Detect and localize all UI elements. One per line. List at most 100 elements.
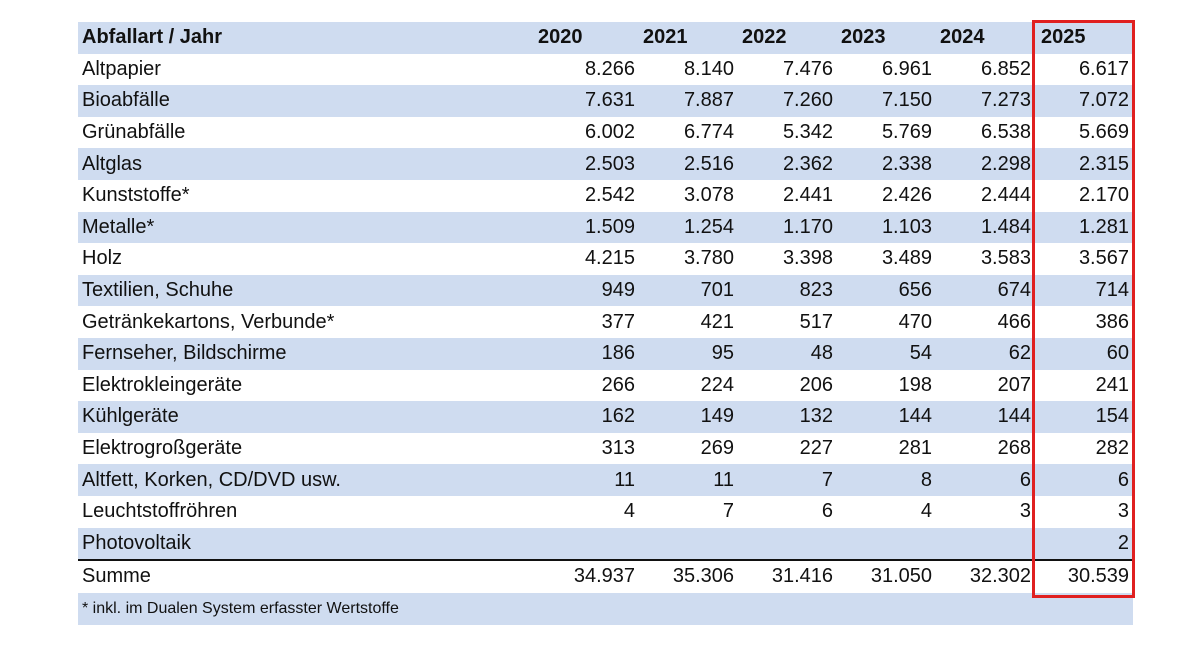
row-label: Getränkekartons, Verbunde* xyxy=(82,310,335,333)
cell-value-2025: 2.170 xyxy=(1078,184,1129,207)
cell-value-2023: 2.338 xyxy=(837,148,936,180)
table-row: Getränkekartons, Verbunde* 377 421 517 470 46… xyxy=(78,306,1133,338)
table-row: Grünabfälle 6.002 6.774 5.342 5.769 6.538 5.66… xyxy=(78,117,1133,149)
cell-value-2022: 48 xyxy=(738,337,837,370)
cell-value-2021: 95 xyxy=(639,337,738,370)
row-label: Holz xyxy=(82,247,123,270)
cell-value-2022: 6 xyxy=(821,500,833,523)
cell-value-2022: 7.260 xyxy=(738,85,837,117)
row-label: Bioabfälle xyxy=(78,85,533,117)
cell-value-2020: 11 xyxy=(533,464,639,496)
waste-table-container: Abfallart / Jahr 2020 2021 2022 2023 202… xyxy=(78,22,1133,593)
table-row: Kunststoffe* 2.542 3.078 2.441 2.426 2.444 2.1… xyxy=(78,180,1133,212)
header-year-2022: 2022 xyxy=(738,22,837,54)
cell-value-2025: 3 xyxy=(1117,500,1129,523)
header-year-2023: 2023 xyxy=(837,22,936,54)
table-row: Textilien, Schuhe 949 701 823 656 674 714 xyxy=(78,274,1133,307)
cell-value-2021: 3.780 xyxy=(683,247,734,270)
header-year-2024: 2024 xyxy=(936,22,1035,54)
table-row: Altfett, Korken, CD/DVD usw. 11 11 7 8 6 6 xyxy=(78,464,1133,496)
row-label: Grünabfälle xyxy=(82,121,186,144)
header-year-2021: 2021 xyxy=(639,22,738,54)
table-row: Elektrokleingeräte 266 224 206 198 207 241 xyxy=(78,370,1133,402)
row-label: Textilien, Schuhe xyxy=(78,274,533,307)
cell-value-2023 xyxy=(837,527,936,561)
table-row: Bioabfälle 7.631 7.887 7.260 7.150 7.273 7.072 xyxy=(78,85,1133,117)
table-row: Kühlgeräte 162 149 132 144 144 154 xyxy=(78,401,1133,433)
cell-value-2024: 674 xyxy=(936,274,1035,307)
header-row: Abfallart / Jahr 2020 2021 2022 2023 202… xyxy=(78,22,1133,54)
cell-value-2020: 377 xyxy=(601,310,635,333)
sum-row: Summe 34.937 35.306 31.416 31.050 32.302 30.53… xyxy=(78,559,1133,593)
cell-value-2021: 269 xyxy=(700,437,734,460)
cell-value-2025: 7.072 xyxy=(1035,85,1133,117)
cell-value-2023: 6.961 xyxy=(881,57,932,80)
cell-value-2024: 1.484 xyxy=(936,211,1035,244)
cell-value-2021: 701 xyxy=(639,274,738,307)
cell-value-2020: 162 xyxy=(533,401,639,433)
cell-value-2022: 517 xyxy=(799,310,833,333)
row-label: Fernseher, Bildschirme xyxy=(78,337,533,370)
cell-value-2025: 60 xyxy=(1035,337,1133,370)
cell-value-2024: 3.583 xyxy=(980,247,1031,270)
cell-value-2023: 656 xyxy=(837,274,936,307)
cell-value-2023: 5.769 xyxy=(881,121,932,144)
cell-value-2023: 7.150 xyxy=(837,85,936,117)
cell-value-2020: 8.266 xyxy=(584,57,635,80)
table-row: Holz 4.215 3.780 3.398 3.489 3.583 3.567 xyxy=(78,243,1133,275)
cell-value-2025: 6.617 xyxy=(1078,57,1129,80)
cell-value-2025: 714 xyxy=(1035,274,1133,307)
cell-value-2020: 949 xyxy=(533,274,639,307)
row-label: Kühlgeräte xyxy=(78,401,533,433)
row-label: Leuchtstoffröhren xyxy=(82,500,238,523)
cell-value-2021: 11 xyxy=(639,464,738,496)
table-row: Altpapier 8.266 8.140 7.476 6.961 6.852 6.617 xyxy=(78,54,1133,86)
cell-value-2023: 54 xyxy=(837,337,936,370)
sum-value-2021: 35.306 xyxy=(639,559,738,593)
cell-value-2020: 4.215 xyxy=(584,247,635,270)
cell-value-2025: 386 xyxy=(1095,310,1129,333)
cell-value-2022: 132 xyxy=(738,401,837,433)
cell-value-2023: 8 xyxy=(837,464,936,496)
cell-value-2022: 206 xyxy=(799,373,833,396)
cell-value-2025: 282 xyxy=(1095,437,1129,460)
cell-value-2024: 62 xyxy=(936,337,1035,370)
cell-value-2024: 466 xyxy=(997,310,1031,333)
cell-value-2022: 2.441 xyxy=(782,184,833,207)
cell-value-2024: 6.538 xyxy=(980,121,1031,144)
cell-value-2023: 2.426 xyxy=(881,184,932,207)
cell-value-2020: 266 xyxy=(601,373,635,396)
cell-value-2023: 198 xyxy=(898,373,932,396)
cell-value-2021: 7 xyxy=(722,500,734,523)
cell-value-2022 xyxy=(738,527,837,561)
cell-value-2024: 144 xyxy=(936,401,1035,433)
cell-value-2022: 7 xyxy=(738,464,837,496)
table-row: Metalle* 1.509 1.254 1.170 1.103 1.484 1.281 xyxy=(78,211,1133,244)
cell-value-2021: 1.254 xyxy=(639,211,738,244)
sum-label: Summe xyxy=(78,559,533,593)
cell-value-2022: 823 xyxy=(738,274,837,307)
cell-value-2021 xyxy=(639,527,738,561)
cell-value-2021: 8.140 xyxy=(683,57,734,80)
cell-value-2023: 1.103 xyxy=(837,211,936,244)
cell-value-2022: 1.170 xyxy=(738,211,837,244)
table-row: Elektrogroßgeräte 313 269 227 281 268 282 xyxy=(78,433,1133,465)
header-year-2020: 2020 xyxy=(533,22,639,54)
row-label: Elektrogroßgeräte xyxy=(82,437,243,460)
cell-value-2020: 4 xyxy=(623,500,635,523)
cell-value-2025: 5.669 xyxy=(1078,121,1129,144)
cell-value-2023: 4 xyxy=(920,500,932,523)
cell-value-2023: 3.489 xyxy=(881,247,932,270)
sum-value-2024: 32.302 xyxy=(936,559,1035,593)
cell-value-2024: 268 xyxy=(997,437,1031,460)
cell-value-2020: 6.002 xyxy=(584,121,635,144)
cell-value-2024 xyxy=(936,527,1035,561)
cell-value-2021: 7.887 xyxy=(639,85,738,117)
cell-value-2024: 2.298 xyxy=(936,148,1035,180)
header-year-2025: 2025 xyxy=(1035,22,1133,54)
cell-value-2025: 2 xyxy=(1035,527,1133,561)
cell-value-2020: 7.631 xyxy=(533,85,639,117)
cell-value-2021: 3.078 xyxy=(683,184,734,207)
sum-value-2025: 30.539 xyxy=(1035,559,1133,593)
row-label: Metalle* xyxy=(78,211,533,244)
